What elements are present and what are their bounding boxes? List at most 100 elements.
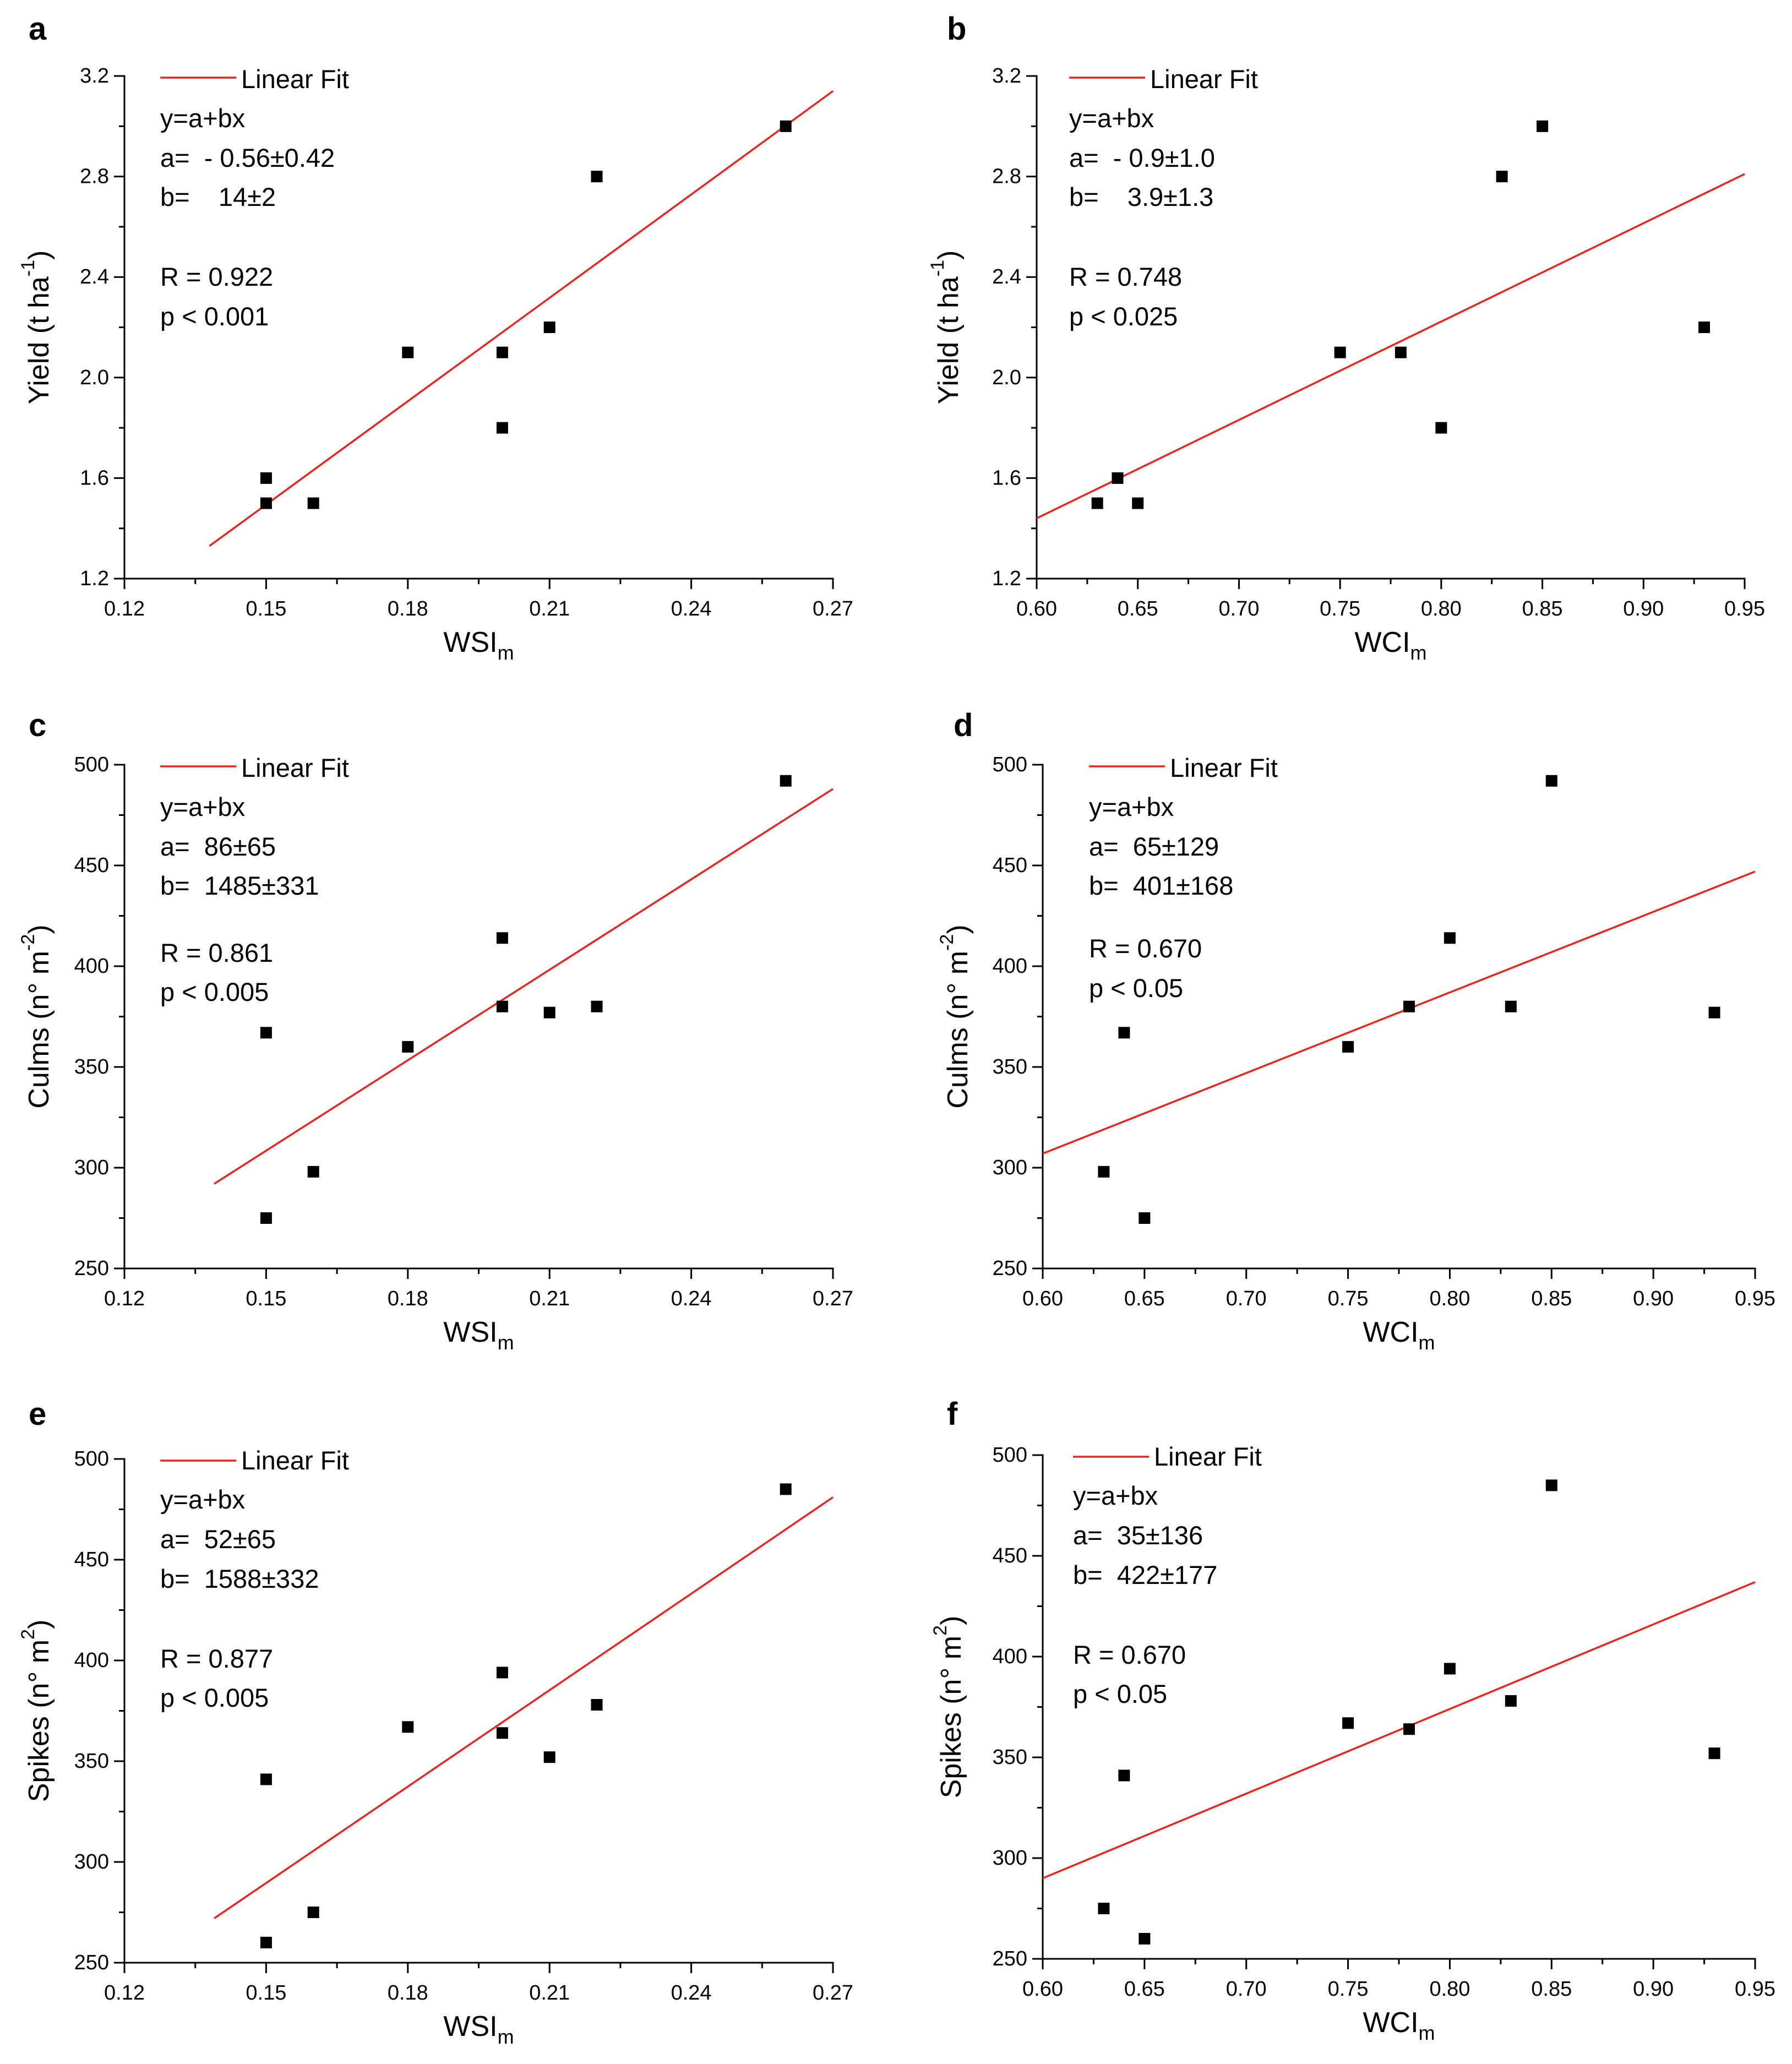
data-point [543, 1751, 555, 1763]
data-point [1132, 497, 1144, 509]
x-tick-label: 0.70 [1218, 597, 1259, 620]
data-point [260, 1027, 272, 1039]
y-tick-label: 450 [993, 1544, 1027, 1567]
x-axis-label-subscript: m [498, 1331, 514, 1354]
data-point [591, 1000, 603, 1012]
legend-entry: Linear Fit [241, 64, 349, 94]
data-point [780, 1483, 792, 1495]
x-tick-label: 0.75 [1328, 1978, 1369, 2001]
y-axis-label-close: ) [23, 250, 55, 260]
y-tick-label: 3.2 [80, 64, 109, 88]
y-axis-label-superscript: 2 [18, 1629, 39, 1640]
x-axis-label-subscript: m [1419, 1331, 1435, 1354]
x-axis-label-main: WSI [443, 1316, 497, 1348]
data-point [260, 1212, 272, 1224]
fit-slope: b= 401±168 [1089, 871, 1233, 900]
fit-p-value: p < 0.005 [160, 1683, 269, 1712]
y-tick-label: 250 [993, 1257, 1027, 1280]
y-axis-label: Culms (n° m-2) [936, 924, 974, 1108]
y-tick-label: 300 [74, 1156, 109, 1179]
data-point [591, 1699, 603, 1711]
legend-entry: Linear Fit [241, 1446, 349, 1475]
x-axis-label: WSIm [443, 1316, 514, 1354]
panel-e: e 0.12 0.15 0.18 0.21 0.24 0.27 250 300 350 400 450… [18, 1396, 853, 2048]
x-tick-label: 0.80 [1429, 1978, 1470, 2001]
x-tick-label: 0.70 [1226, 1287, 1267, 1310]
y-tick-label: 400 [993, 955, 1027, 978]
y-tick-label: 250 [993, 1947, 1027, 1970]
x-tick-label: 0.65 [1124, 1978, 1165, 2001]
y-axis-label: Culms (n° m-2) [18, 924, 55, 1108]
fit-intercept: a= 65±129 [1089, 832, 1219, 861]
y-axis-label-close: ) [23, 1620, 55, 1629]
legend-entry: Linear Fit [241, 753, 349, 782]
y-tick-label: 450 [993, 854, 1027, 877]
x-tick-label: 0.90 [1623, 597, 1664, 620]
x-tick-label: 0.70 [1226, 1978, 1267, 2001]
fit-slope: b= 14±2 [160, 182, 276, 211]
y-tick-label: 2.0 [80, 366, 109, 389]
x-axis-label-main: WSI [443, 2011, 497, 2043]
y-tick-label: 450 [74, 854, 109, 877]
x-axis-label-subscript: m [1410, 641, 1427, 664]
x-tick-label: 0.60 [1022, 1978, 1063, 2001]
x-tick-label: 0.90 [1633, 1287, 1674, 1310]
y-axis-label: Spikes (n° m2) [18, 1620, 55, 1802]
y-tick-label: 1.6 [992, 466, 1021, 489]
y-tick-label: 400 [74, 955, 109, 978]
data-point [780, 120, 792, 132]
fit-correlation: R = 0.922 [160, 262, 273, 291]
x-axis-label: WCIm [1363, 2007, 1435, 2044]
x-tick-label: 0.24 [671, 1287, 712, 1310]
y-tick-label: 3.2 [992, 64, 1021, 88]
panel-a: a 0.12 0.15 0.18 0.21 0.24 0.27 1.2 1.6 2.0 2.4 2.8… [18, 11, 853, 664]
x-tick-label: 0.15 [246, 1981, 286, 2005]
x-tick-label: 0.21 [529, 1981, 570, 2005]
fit-slope: b= 1485±331 [160, 871, 319, 900]
y-tick-label: 500 [74, 1447, 109, 1471]
data-point [496, 1667, 508, 1679]
panel-label: e [29, 1396, 46, 1432]
data-point [307, 1907, 319, 1918]
fit-equation: y=a+bx [160, 104, 245, 133]
data-point [1537, 120, 1549, 132]
x-tick-label: 0.27 [813, 597, 853, 620]
data-point [1334, 346, 1346, 358]
fit-slope: b= 1588±332 [160, 1564, 319, 1593]
fit-correlation: R = 0.861 [160, 938, 273, 967]
y-tick-label: 2.4 [992, 265, 1021, 288]
data-point [1708, 1006, 1720, 1019]
fit-slope: b= 422±177 [1073, 1560, 1217, 1589]
x-tick-label: 0.15 [246, 1287, 286, 1310]
data-point [1435, 422, 1447, 434]
x-tick-label: 0.60 [1022, 1287, 1063, 1310]
x-tick-label: 0.24 [671, 597, 712, 620]
panel-label: f [947, 1396, 958, 1432]
fit-p-value: p < 0.05 [1073, 1679, 1167, 1708]
linear-fit-line [1036, 173, 1745, 520]
y-tick-label: 450 [74, 1548, 109, 1571]
x-tick-label: 0.85 [1531, 1287, 1572, 1310]
data-point [1098, 1166, 1110, 1178]
x-tick-label: 0.21 [529, 597, 570, 620]
x-axis-label-subscript: m [498, 641, 514, 664]
panel-c: c 0.12 0.15 0.18 0.21 0.24 0.27 250 300 350 400 450… [18, 707, 853, 1354]
data-point [307, 1166, 319, 1178]
fit-intercept: a= - 0.9±1.0 [1069, 143, 1215, 172]
fit-correlation: R = 0.670 [1073, 1640, 1186, 1669]
panel-f: f 0.60 0.65 0.70 0.75 0.80 0.85 0.90 0.95 250 300 3… [930, 1396, 1775, 2044]
data-point [260, 1773, 272, 1785]
data-point [780, 775, 792, 787]
y-axis-label-main: Spikes (n° m [935, 1636, 967, 1798]
y-tick-label: 300 [993, 1847, 1027, 1870]
y-tick-label: 1.2 [80, 567, 109, 590]
panel-d: d 0.60 0.65 0.70 0.75 0.80 0.85 0.90 0.95 250 300 3… [936, 707, 1775, 1354]
panel-label: c [29, 707, 46, 743]
fit-intercept: a= - 0.56±0.42 [160, 143, 335, 172]
y-tick-label: 2.4 [80, 265, 109, 288]
x-tick-label: 0.90 [1633, 1978, 1674, 2001]
x-tick-label: 0.80 [1429, 1287, 1470, 1310]
y-axis-label-superscript: -1 [927, 260, 948, 276]
fit-equation: y=a+bx [160, 1485, 245, 1514]
